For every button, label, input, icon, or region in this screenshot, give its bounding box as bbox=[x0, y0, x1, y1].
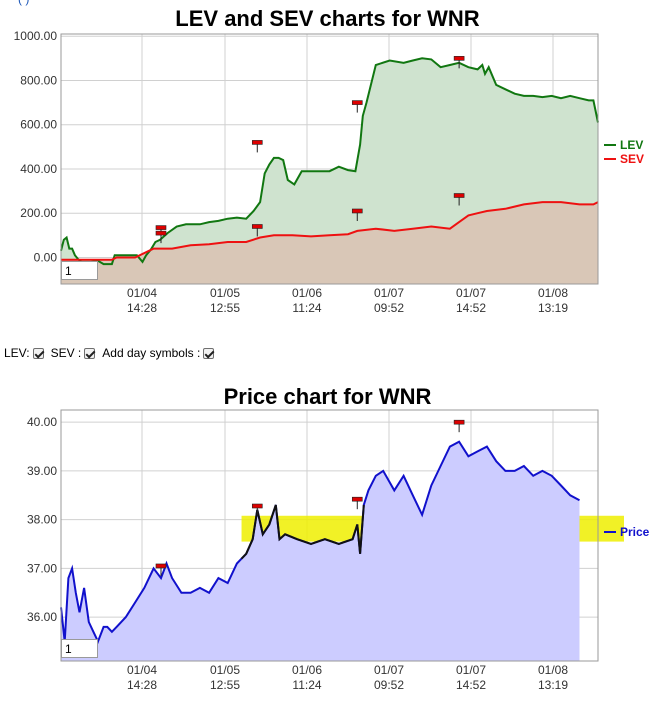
price-zoom-input[interactable]: 1 bbox=[61, 639, 98, 658]
price-plot-frame bbox=[60, 409, 599, 662]
lev-legend-label: LEV bbox=[620, 138, 643, 152]
price-day-symbol bbox=[351, 496, 363, 502]
lev-x-tick-time: 13:19 bbox=[538, 301, 568, 315]
price-y-tick-label: 37.00 bbox=[27, 561, 57, 575]
lev-x-tick-time: 11:24 bbox=[292, 301, 321, 315]
price-x-tick-date: 01/07 bbox=[374, 663, 404, 677]
lev-y-tick-label: 800.00 bbox=[20, 73, 57, 87]
lev-x-tick-date: 01/07 bbox=[456, 286, 486, 300]
lev-y-tick-label: 1000.00 bbox=[14, 29, 58, 43]
lev-lev-line bbox=[60, 57, 599, 266]
price-day-symbol bbox=[155, 563, 167, 569]
lev-x-tick-date: 01/08 bbox=[538, 286, 568, 300]
lev-x-tick-time: 09:52 bbox=[374, 301, 404, 315]
price-x-tick-time: 14:28 bbox=[127, 678, 157, 692]
price-x-tick-time: 12:55 bbox=[210, 678, 240, 692]
price-y-tick-label: 39.00 bbox=[27, 464, 57, 478]
top-link[interactable]: ( ) bbox=[18, 0, 29, 6]
lev-x-tick-time: 12:55 bbox=[210, 301, 240, 315]
price-day-symbol bbox=[251, 503, 263, 509]
price-x-tick-time: 13:19 bbox=[538, 678, 568, 692]
price-x-tick-time: 11:24 bbox=[292, 678, 321, 692]
price-legend-label: Price bbox=[620, 525, 650, 539]
lev-y-tick-label: 600.00 bbox=[20, 118, 57, 132]
price-y-tick-label: 38.00 bbox=[27, 513, 57, 527]
lev-x-tick-time: 14:52 bbox=[456, 301, 486, 315]
lev-sev-line bbox=[61, 201, 599, 261]
lev-y-tick-label: 200.00 bbox=[20, 206, 57, 220]
series-controls: LEV: SEV : Add day symbols : bbox=[4, 346, 218, 360]
lev-chart-title: LEV and SEV charts for WNR bbox=[175, 6, 480, 31]
price-x-tick-date: 01/06 bbox=[292, 663, 322, 677]
lev-checkbox[interactable] bbox=[32, 347, 44, 359]
price-x-tick-time: 09:52 bbox=[374, 678, 404, 692]
day-symbols-checkbox[interactable] bbox=[203, 347, 215, 359]
day-symbols-label: Add day symbols : bbox=[102, 346, 201, 360]
lev-day-symbol bbox=[351, 100, 363, 105]
price-y-tick-label: 40.00 bbox=[27, 415, 57, 429]
lev-day-symbol bbox=[251, 224, 263, 229]
lev-sev-area bbox=[61, 202, 598, 284]
lev-legend-label: SEV bbox=[620, 152, 644, 166]
price-x-tick-time: 14:52 bbox=[456, 678, 486, 692]
lev-plot-frame bbox=[60, 33, 599, 285]
sev-toggle-label: SEV : bbox=[50, 346, 82, 360]
lev-day-symbol bbox=[453, 56, 465, 61]
price-x-tick-date: 01/08 bbox=[538, 663, 568, 677]
lev-y-tick-label: 0.00 bbox=[34, 250, 58, 264]
lev-x-tick-date: 01/04 bbox=[127, 286, 157, 300]
price-price-line-in-band bbox=[240, 504, 365, 560]
price-y-tick-label: 36.00 bbox=[27, 610, 57, 624]
lev-y-tick-label: 400.00 bbox=[20, 162, 57, 176]
sev-checkbox[interactable] bbox=[84, 347, 96, 359]
price-x-tick-date: 01/07 bbox=[456, 663, 486, 677]
price-day-symbol bbox=[453, 419, 465, 425]
lev-zoom-input[interactable]: 1 bbox=[61, 261, 98, 280]
lev-x-tick-date: 01/05 bbox=[210, 286, 240, 300]
price-price-area bbox=[61, 441, 580, 661]
price-x-tick-date: 01/04 bbox=[127, 663, 157, 677]
price-x-tick-date: 01/05 bbox=[210, 663, 240, 677]
lev-day-symbol bbox=[351, 208, 363, 214]
lev-x-tick-time: 14:28 bbox=[127, 301, 157, 315]
lev-day-symbol bbox=[155, 225, 167, 230]
lev-day-symbol bbox=[155, 230, 167, 236]
lev-x-tick-date: 01/06 bbox=[292, 286, 322, 300]
lev-day-symbol bbox=[453, 193, 465, 198]
lev-toggle-label: LEV: bbox=[4, 346, 30, 360]
price-chart-title: Price chart for WNR bbox=[223, 384, 432, 409]
lev-day-symbol bbox=[251, 140, 263, 145]
lev-x-tick-date: 01/07 bbox=[374, 286, 404, 300]
